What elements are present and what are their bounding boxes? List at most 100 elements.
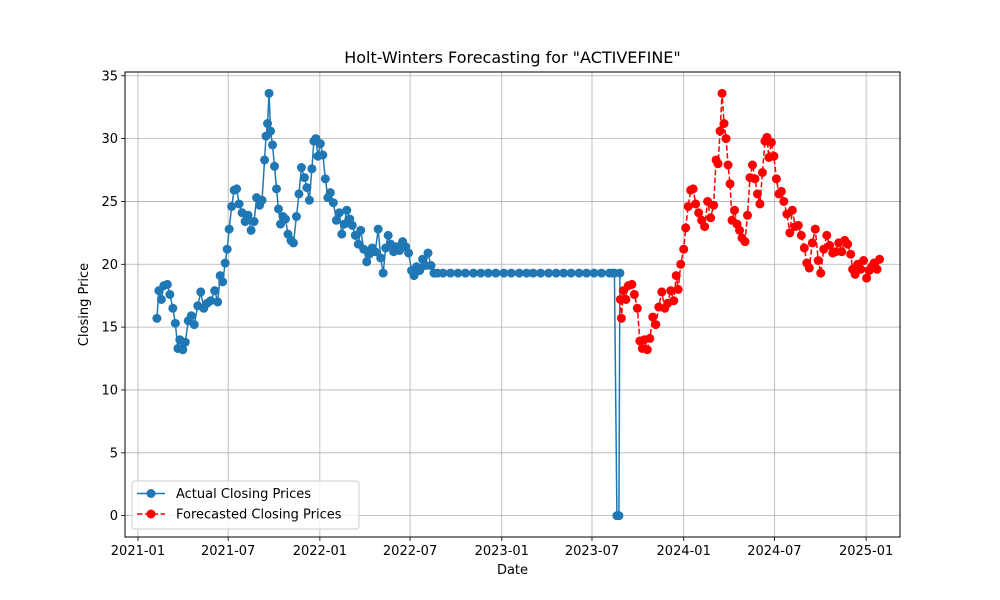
data-point-actual [246,225,256,235]
legend-label-actual: Actual Closing Prices [176,487,311,502]
y-tick-label: 35 [101,69,118,84]
data-point-actual [615,268,625,278]
data-point-actual [234,199,244,209]
data-point-forecast [691,199,701,209]
data-point-forecast [671,271,681,281]
data-point-actual [206,296,216,306]
data-point-actual [334,208,344,218]
data-point-actual [218,277,228,287]
x-tick-label: 2023-07 [565,544,619,559]
data-point-forecast [816,268,826,278]
data-point-actual [559,268,569,278]
data-point-forecast [822,230,832,240]
y-tick-label: 30 [101,132,118,147]
data-point-forecast [747,160,757,170]
y-axis-label: Closing Price [77,263,92,346]
data-point-forecast [673,284,683,294]
data-point-actual [589,268,599,278]
legend-marker-actual [146,489,156,498]
y-tick-label: 5 [110,446,118,461]
data-point-actual [404,248,414,258]
data-point-actual [296,163,306,173]
x-tick-label: 2024-01 [657,544,711,559]
data-point-forecast [681,223,691,233]
data-point-forecast [875,254,885,264]
data-point-actual [551,268,561,278]
data-point-actual [476,268,486,278]
x-tick-label: 2024-07 [747,544,801,559]
data-point-actual [574,268,584,278]
y-tick-label: 10 [101,383,118,398]
data-point-actual [227,201,237,211]
y-tick-label: 25 [101,195,118,210]
data-point-actual [304,195,314,205]
y-tick-label: 15 [101,321,118,336]
x-tick-label: 2022-07 [383,544,437,559]
data-point-actual [376,253,386,263]
data-point-forecast [846,249,856,259]
data-point-actual [544,268,554,278]
data-point-forecast [776,186,786,196]
data-point-actual [491,268,501,278]
data-point-actual [356,225,366,235]
data-point-actual [460,268,470,278]
legend-box [131,480,360,530]
data-point-forecast [706,213,716,223]
data-point-forecast [709,200,719,210]
data-point-forecast [872,264,882,274]
chart-title: Holt-Winters Forecasting for "ACTIVEFINE… [344,48,681,67]
data-point-actual [165,289,175,299]
legend-marker-forecast [146,509,156,519]
data-point-actual [415,266,425,276]
y-tick-label: 0 [110,509,118,524]
data-point-actual [291,212,301,222]
data-point-actual [536,268,546,278]
data-point-actual [438,268,448,278]
data-point-actual [243,210,253,220]
data-point-forecast [676,259,686,269]
data-point-actual [186,311,196,321]
data-point-actual [257,195,267,205]
data-point-actual [370,247,380,257]
data-point-actual [318,150,328,160]
data-point-actual [178,345,188,355]
data-point-actual [268,140,278,150]
data-point-actual [189,320,199,330]
data-point-actual [582,268,592,278]
data-point-forecast [859,256,869,266]
data-point-actual [483,268,493,278]
series-actual [152,88,625,521]
data-point-actual [263,119,273,129]
axes-ticks: 2021-01 2021-07 2022-01 2022-07 2023-01 2023-… [101,69,893,559]
data-point-actual [302,183,312,193]
data-point-forecast [769,151,779,161]
data-point-actual [270,161,280,171]
data-point-forecast [779,196,789,206]
data-point-actual [213,297,223,307]
x-tick-label: 2021-01 [111,544,165,559]
data-point-actual [331,215,341,225]
data-point-actual [528,268,538,278]
series-forecast [615,88,885,355]
data-point-actual [522,268,532,278]
data-point-forecast [700,222,710,232]
data-point-actual [362,257,372,267]
data-point-forecast [725,179,735,189]
data-point-actual [222,244,232,254]
data-point-forecast [629,289,639,299]
data-point-actual [453,268,463,278]
data-point-actual [426,261,436,271]
x-tick-label: 2023-01 [475,544,529,559]
data-point-actual [514,268,524,278]
data-point-forecast [757,168,767,178]
data-point-actual [347,220,357,230]
data-point-actual [378,268,388,278]
data-point-actual [506,268,516,278]
data-point-forecast [616,313,626,323]
data-point-actual [445,268,455,278]
data-point-actual [325,188,335,198]
x-tick-label: 2025-01 [839,544,893,559]
data-point-actual [499,268,509,278]
data-point-forecast [688,184,698,194]
data-point-forecast [730,205,740,215]
